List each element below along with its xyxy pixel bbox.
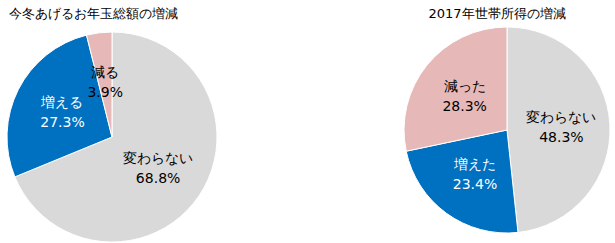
svg-text:48.3%: 48.3% [539,129,583,145]
svg-text:23.4%: 23.4% [453,176,497,192]
svg-text:減った: 減った [444,78,486,94]
svg-text:今冬あげるお年玉総額の増減: 今冬あげるお年玉総額の増減 [9,6,178,21]
svg-text:減る: 減る [91,64,119,80]
svg-text:68.8%: 68.8% [136,170,180,186]
svg-text:変わらない: 変わらない [123,150,193,166]
svg-text:2017年世帯所得の増減: 2017年世帯所得の増減 [428,6,565,21]
svg-text:増えた: 増えた [453,156,496,172]
svg-text:3.9%: 3.9% [87,84,123,100]
svg-text:27.3%: 27.3% [40,114,84,130]
svg-text:28.3%: 28.3% [442,98,486,114]
svg-text:変わらない: 変わらない [526,109,596,125]
svg-text:増える: 増える [40,94,83,110]
